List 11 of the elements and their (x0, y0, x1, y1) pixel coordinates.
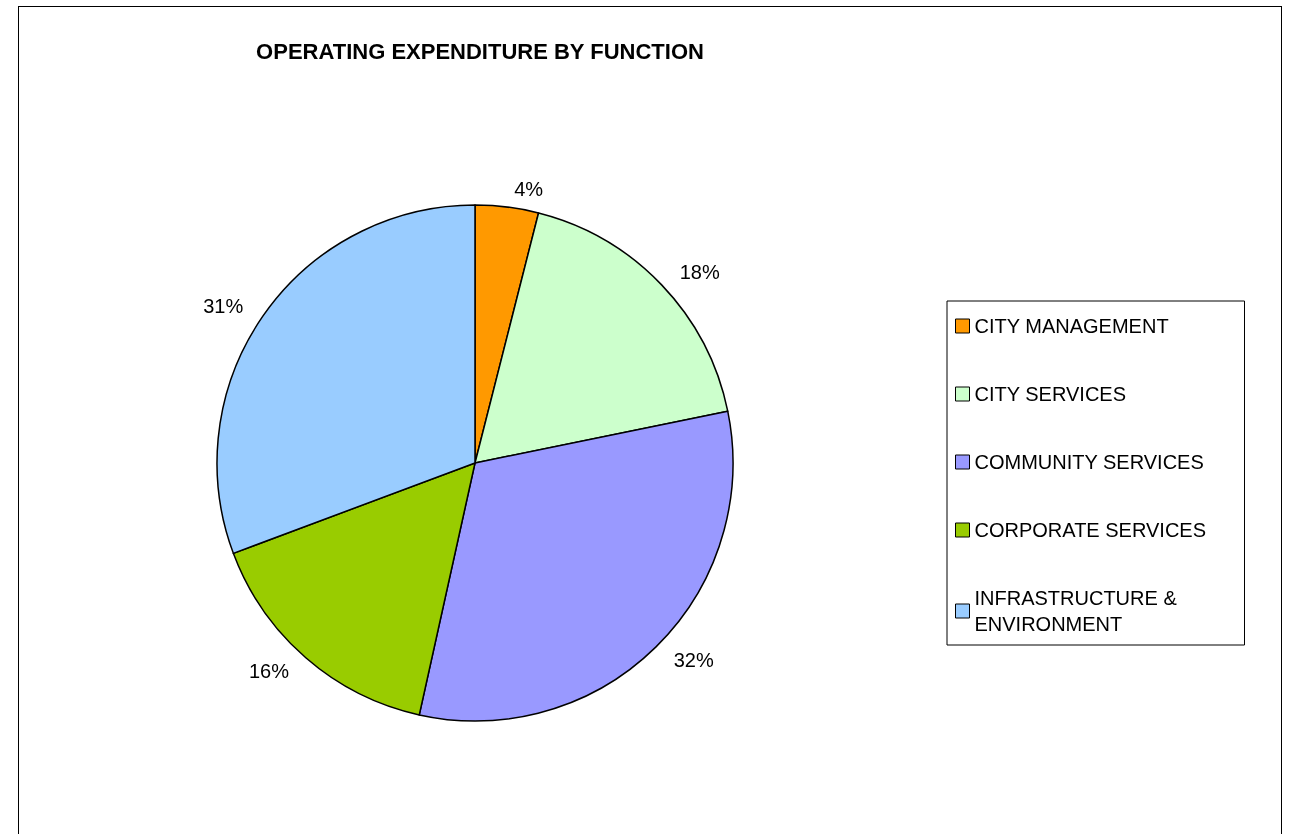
data-label: 16% (248, 660, 290, 683)
chart-title: OPERATING EXPENDITURE BY FUNCTION (256, 38, 704, 64)
data-label: 18% (679, 261, 720, 284)
legend-label: CITY MANAGEMENT (974, 315, 1169, 337)
data-label: 32% (673, 648, 714, 671)
data-label: 31% (203, 294, 244, 317)
legend-label: COMMUNITY SERVICES (974, 451, 1204, 473)
legend-label: CORPORATE SERVICES (974, 519, 1207, 541)
legend-label: CITY SERVICES (974, 383, 1127, 405)
data-label: 4% (514, 178, 544, 201)
legend-label: INFRASTRUCTURE & ENVIRONMENT (974, 587, 1183, 635)
